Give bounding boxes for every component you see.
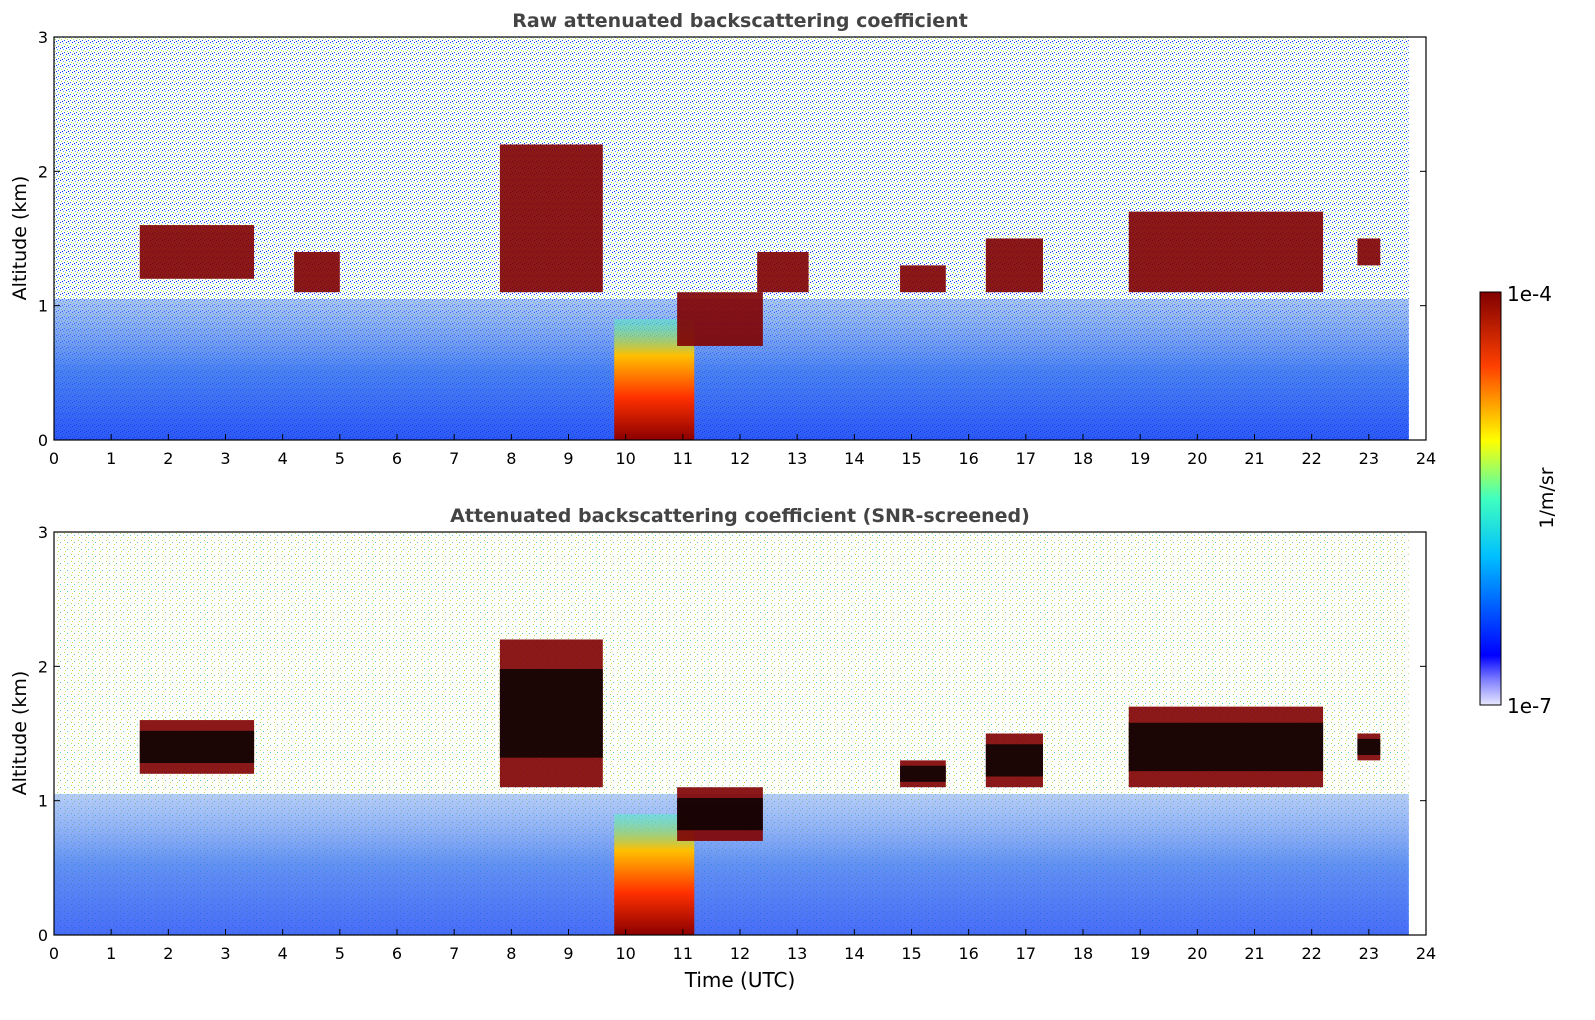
x-tick-label: 10 xyxy=(615,944,635,963)
x-tick-label: 3 xyxy=(220,449,230,468)
x-axis-ticks: 0 1 2 3 4 5 6 7 8 9 10 11 12 13 14 15 16 17 18 19 20 21 22 23 24 xyxy=(49,929,1436,963)
x-tick-label: 5 xyxy=(335,944,345,963)
x-tick-label: 16 xyxy=(958,944,978,963)
x-tick-label: 10 xyxy=(615,449,635,468)
cloud-layer-core xyxy=(499,669,603,758)
cloud-layer-core xyxy=(985,744,1043,777)
x-tick-label: 17 xyxy=(1016,944,1036,963)
x-tick-label: 1 xyxy=(106,449,116,468)
x-tick-label: 23 xyxy=(1359,944,1379,963)
x-tick-label: 12 xyxy=(730,944,750,963)
x-tick-label: 17 xyxy=(1016,449,1036,468)
raw-backscatter-panel: Raw attenuated backscattering coefficien… xyxy=(9,10,1436,468)
colorbar-gradient xyxy=(1479,291,1502,706)
cloud-layer-core xyxy=(900,765,946,782)
y-axis-label: Altitude (km) xyxy=(9,176,31,301)
y-axis-ticks: 0 1 2 3 xyxy=(38,28,1426,450)
x-tick-label: 15 xyxy=(901,449,921,468)
x-tick-label: 24 xyxy=(1416,449,1436,468)
y-axis-ticks: 0 1 2 3 xyxy=(38,523,1426,945)
x-tick-label: 23 xyxy=(1359,449,1379,468)
y-tick-label: 0 xyxy=(38,926,48,945)
x-tick-label: 9 xyxy=(563,449,573,468)
colorbar-max-label: 1e-4 xyxy=(1507,282,1552,306)
x-tick-label: 14 xyxy=(844,449,864,468)
x-axis-ticks: 0 1 2 3 4 5 6 7 8 9 10 11 12 13 14 15 16 17 18 19 20 21 22 23 24 xyxy=(49,434,1436,468)
y-tick-label: 1 xyxy=(38,297,48,316)
x-tick-label: 20 xyxy=(1187,944,1207,963)
cloud-layer xyxy=(499,144,603,293)
x-tick-label: 18 xyxy=(1073,944,1093,963)
x-tick-label: 13 xyxy=(787,449,807,468)
x-tick-label: 15 xyxy=(901,944,921,963)
y-tick-label: 3 xyxy=(38,523,48,542)
x-tick-label: 16 xyxy=(958,449,978,468)
x-tick-label: 21 xyxy=(1244,449,1264,468)
x-tick-label: 19 xyxy=(1130,449,1150,468)
x-tick-label: 7 xyxy=(449,944,459,963)
y-tick-label: 3 xyxy=(38,28,48,47)
x-tick-label: 2 xyxy=(163,449,173,468)
x-axis-label: Time (UTC) xyxy=(684,968,796,992)
y-tick-label: 2 xyxy=(38,657,48,676)
y-tick-label: 1 xyxy=(38,792,48,811)
colorbar-min-label: 1e-7 xyxy=(1507,694,1552,718)
x-tick-label: 19 xyxy=(1130,944,1150,963)
x-tick-label: 4 xyxy=(278,944,288,963)
x-tick-label: 0 xyxy=(49,944,59,963)
x-tick-label: 3 xyxy=(220,944,230,963)
x-tick-label: 11 xyxy=(673,449,693,468)
cloud-layer xyxy=(677,292,763,346)
x-tick-label: 24 xyxy=(1416,944,1436,963)
cloud-layer xyxy=(1128,211,1324,293)
x-tick-label: 13 xyxy=(787,944,807,963)
cloud-layer-core xyxy=(1128,722,1324,772)
cloud-layer xyxy=(139,225,255,279)
x-tick-label: 4 xyxy=(278,449,288,468)
x-tick-label: 22 xyxy=(1301,449,1321,468)
x-tick-label: 21 xyxy=(1244,944,1264,963)
x-tick-label: 0 xyxy=(49,449,59,468)
cloud-layer-core xyxy=(1357,738,1381,755)
y-tick-label: 2 xyxy=(38,162,48,181)
cloud-layer xyxy=(985,238,1043,293)
cloud-layer-core xyxy=(677,797,763,831)
snr-screened-panel: Attenuated backscattering coefficient (S… xyxy=(9,505,1436,992)
x-tick-label: 2 xyxy=(163,944,173,963)
x-tick-label: 12 xyxy=(730,449,750,468)
panel-title: Raw attenuated backscattering coefficien… xyxy=(512,10,968,32)
x-tick-label: 1 xyxy=(106,944,116,963)
y-tick-label: 0 xyxy=(38,431,48,450)
cloud-layer xyxy=(294,251,340,293)
colorbar-unit-label: 1/m/sr xyxy=(1536,467,1558,528)
x-tick-label: 7 xyxy=(449,449,459,468)
x-tick-label: 22 xyxy=(1301,944,1321,963)
panel-title: Attenuated backscattering coefficient (S… xyxy=(450,505,1030,527)
cloud-layer xyxy=(900,265,946,293)
x-tick-label: 5 xyxy=(335,449,345,468)
cloud-layer xyxy=(757,251,809,293)
x-tick-label: 18 xyxy=(1073,449,1093,468)
x-tick-label: 8 xyxy=(506,449,516,468)
y-axis-label: Altitude (km) xyxy=(9,671,31,796)
colorbar: 1e-4 1e-7 1/m/sr xyxy=(1479,282,1558,718)
heatmap-area xyxy=(54,37,1409,440)
x-tick-label: 20 xyxy=(1187,449,1207,468)
x-tick-label: 8 xyxy=(506,944,516,963)
cloud-layer xyxy=(1357,238,1381,266)
x-tick-label: 11 xyxy=(673,944,693,963)
cloud-layer-core xyxy=(139,730,255,764)
x-tick-label: 9 xyxy=(563,944,573,963)
heatmap-area xyxy=(54,532,1409,935)
x-tick-label: 14 xyxy=(844,944,864,963)
x-tick-label: 6 xyxy=(392,449,402,468)
x-tick-label: 6 xyxy=(392,944,402,963)
